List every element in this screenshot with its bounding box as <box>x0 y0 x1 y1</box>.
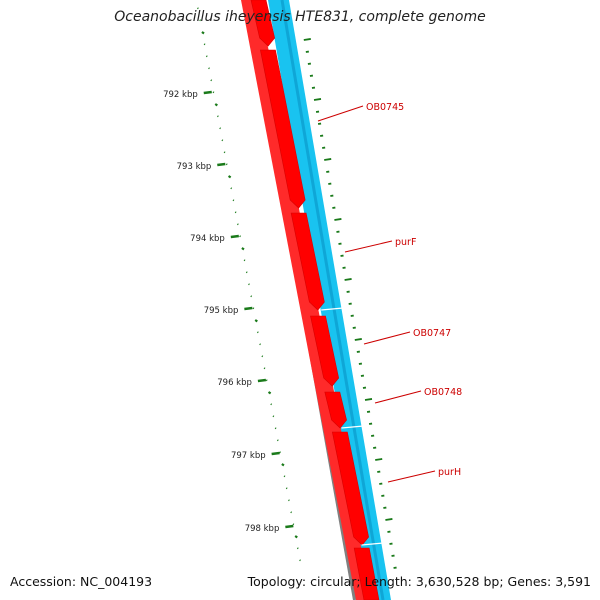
reverse-strand-inner-line <box>280 0 385 600</box>
scale-tick-label: 796 kbp <box>217 378 252 388</box>
scale-tick-mark <box>285 524 294 529</box>
cds-forward-arrow <box>250 0 275 47</box>
gene-label-ob0748: OB0748 <box>424 387 462 398</box>
gc-skew-mark <box>259 343 261 346</box>
gc-skew-mark <box>243 259 246 262</box>
gc-skew-mark <box>292 523 295 526</box>
gc-skew-mark <box>201 31 205 35</box>
scale-tick-label: 793 kbp <box>177 162 212 172</box>
gene-label-purh: purH <box>438 467 461 478</box>
gc-skew-mark <box>236 223 239 226</box>
gc-skew-mark <box>279 451 281 454</box>
scale-tick-mark <box>257 378 267 383</box>
genome-stats-label: Topology: circular; Length: 3,630,528 bp… <box>247 574 591 589</box>
gc-skew-mark <box>248 283 250 286</box>
scale-tick-label: 798 kbp <box>245 524 280 534</box>
gc-skew-mark <box>263 367 266 370</box>
gc-content-mark <box>324 158 332 161</box>
gc-skew-mark <box>210 79 213 82</box>
gc-skew-mark <box>290 511 293 514</box>
scale-tick-label: 792 kbp <box>163 90 198 100</box>
gc-content-mark <box>364 398 373 401</box>
gc-skew-mark <box>254 319 258 323</box>
gc-skew-mark <box>288 499 290 502</box>
gc-skew-mark <box>232 199 235 202</box>
cds-forward-arrow <box>353 547 380 600</box>
cds-forward-arrow <box>310 315 340 387</box>
gc-skew-mark <box>245 271 248 274</box>
gc-skew-mark <box>230 187 233 190</box>
gc-content-mark <box>344 278 352 281</box>
reverse-strand-track <box>268 0 391 600</box>
cds-forward-arrow <box>331 431 369 546</box>
gc-skew-mark <box>234 211 237 214</box>
gc-skew-mark <box>250 295 253 298</box>
gc-skew-mark <box>239 235 242 238</box>
gc-skew-mark <box>283 475 286 478</box>
gc-skew-mark <box>267 391 272 395</box>
gene-leader-line <box>387 470 436 483</box>
gc-content-mark <box>354 338 362 341</box>
cds-reverse-boundary <box>361 542 384 546</box>
cds-forward-arrow <box>260 49 306 209</box>
gc-skew-mark <box>221 139 224 142</box>
gc-skew-mark <box>205 55 208 58</box>
accession-label: Accession: NC_004193 <box>10 574 153 589</box>
gc-content-mark <box>385 518 393 521</box>
gc-skew-mark <box>296 547 299 550</box>
gc-skew-mark <box>227 175 232 179</box>
cds-forward-arrow <box>324 391 347 429</box>
gene-label-ob0745: OB0745 <box>366 102 404 113</box>
gc-skew-mark <box>208 67 210 70</box>
gc-skew-mark <box>272 415 275 418</box>
gc-skew-mark <box>281 463 285 467</box>
gc-content-mark <box>303 38 311 41</box>
gc-skew-mark <box>217 115 219 118</box>
gc-skew-mark <box>241 247 245 251</box>
cds-reverse-boundary <box>341 425 364 429</box>
gc-skew-mark <box>274 427 277 430</box>
gene-label-purf: purF <box>395 237 416 248</box>
gene-label-ob0747: OB0747 <box>413 328 451 339</box>
gc-skew-mark <box>214 103 218 107</box>
gc-skew-mark <box>197 7 199 10</box>
cds-reverse-boundary <box>321 307 344 311</box>
gc-skew-mark <box>199 19 202 22</box>
genome-title: Oceanobacillus iheyensis HTE831, complet… <box>114 9 486 25</box>
gc-skew-mark <box>265 379 268 382</box>
gc-skew-mark <box>261 355 264 358</box>
gc-skew-mark <box>252 307 255 310</box>
gene-leader-line <box>344 240 393 253</box>
gene-leader-line <box>317 105 364 122</box>
gc-content-mark <box>334 218 342 221</box>
scale-tick-mark <box>271 451 280 456</box>
gc-skew-mark <box>256 331 259 334</box>
gene-leader-line <box>374 390 422 404</box>
scale-tick-mark <box>217 162 226 167</box>
scale-tick-label: 795 kbp <box>204 306 239 316</box>
gc-skew-mark <box>276 439 279 442</box>
scale-tick-mark <box>203 90 212 95</box>
gc-skew-mark <box>225 163 228 166</box>
gc-skew-mark <box>285 487 288 490</box>
gc-skew-mark <box>212 91 215 94</box>
gc-skew-mark <box>270 403 273 406</box>
scale-tick-label: 794 kbp <box>190 234 225 244</box>
gc-skew-mark <box>294 535 298 539</box>
gc-skew-mark <box>223 151 226 154</box>
gc-content-mark <box>375 458 383 461</box>
scale-tick-mark <box>230 234 239 239</box>
gc-skew-mark <box>203 43 206 46</box>
scale-tick-mark <box>244 306 253 311</box>
scale-tick-label: 797 kbp <box>231 451 266 461</box>
gc-skew-mark <box>219 127 222 130</box>
gene-leader-line <box>363 331 411 345</box>
gc-skew-mark <box>299 559 301 562</box>
gc-content-mark <box>313 98 322 101</box>
cds-forward-arrow <box>290 212 325 311</box>
